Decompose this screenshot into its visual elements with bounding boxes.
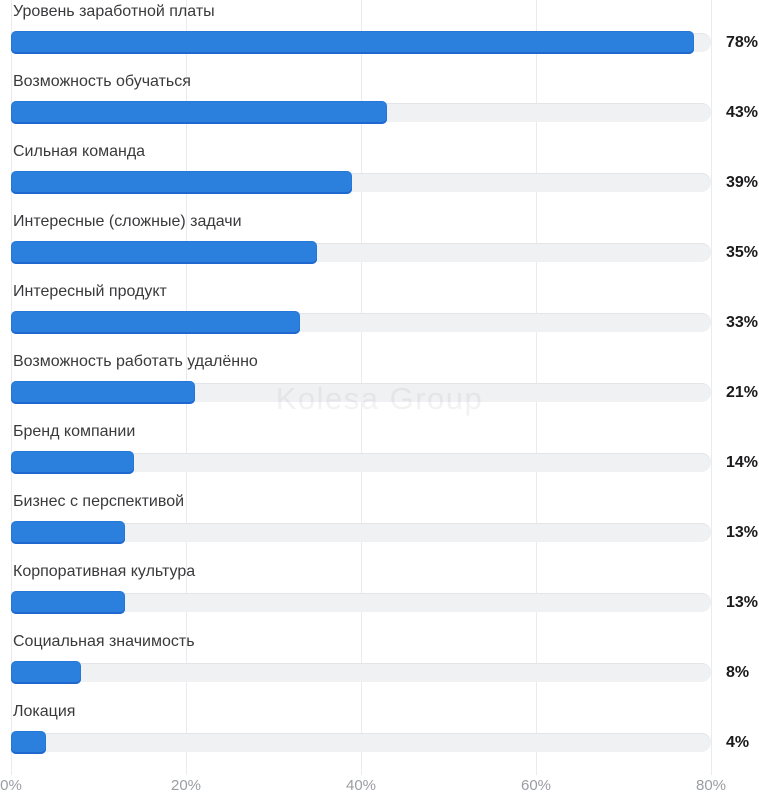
bar bbox=[11, 381, 195, 404]
bar-value: 43% bbox=[726, 104, 759, 121]
bar-label: Бизнес с перспективой bbox=[13, 493, 185, 510]
bar-row: Возможность работать удалённо 21% bbox=[0, 350, 759, 420]
bar-row: Локация 4% bbox=[0, 700, 759, 770]
bar bbox=[11, 591, 125, 614]
bar-label: Возможность обучаться bbox=[13, 73, 191, 90]
bar-row: Социальная значимость 8% bbox=[0, 630, 759, 700]
bar-track bbox=[11, 101, 711, 124]
bar-label: Бренд компании bbox=[13, 423, 136, 440]
bar-value: 33% bbox=[726, 314, 759, 331]
bar-value: 78% bbox=[726, 34, 759, 51]
bar-value: 8% bbox=[726, 664, 750, 681]
bar bbox=[11, 31, 694, 54]
bar-value: 4% bbox=[726, 734, 750, 751]
bar-value: 35% bbox=[726, 244, 759, 261]
bar bbox=[11, 451, 134, 474]
bar-label: Интересные (сложные) задачи bbox=[13, 213, 242, 230]
bar-value: 13% bbox=[726, 594, 759, 611]
bar-value: 21% bbox=[726, 384, 759, 401]
bar-row: Возможность обучаться 43% bbox=[0, 70, 759, 140]
x-axis-tick-label: 40% bbox=[345, 777, 377, 794]
bar bbox=[11, 661, 81, 684]
bar bbox=[11, 101, 388, 124]
bar-label: Локация bbox=[13, 703, 76, 720]
bar-row: Сильная команда 39% bbox=[0, 140, 759, 210]
bar-row: Бизнес с перспективой 13% bbox=[0, 490, 759, 560]
x-axis-tick-label: 0% bbox=[0, 777, 22, 794]
bar-track bbox=[11, 171, 711, 194]
bar-track bbox=[11, 521, 711, 544]
bar-value: 14% bbox=[726, 454, 759, 471]
bar-track bbox=[11, 311, 711, 334]
bar-track bbox=[11, 31, 711, 54]
bar-row: Интересные (сложные) задачи 35% bbox=[0, 210, 759, 280]
bar-row: Уровень заработной платы 78% bbox=[0, 0, 759, 70]
bar bbox=[11, 521, 125, 544]
bar-value: 13% bbox=[726, 524, 759, 541]
x-axis-tick-label: 80% bbox=[695, 777, 727, 794]
bar-label: Интересный продукт bbox=[13, 283, 167, 300]
bar-row: Корпоративная культура 13% bbox=[0, 560, 759, 630]
bar-track bbox=[11, 241, 711, 264]
bar-track bbox=[11, 591, 711, 614]
x-axis-tick-label: 60% bbox=[520, 777, 552, 794]
bar-track bbox=[11, 731, 711, 754]
bar bbox=[11, 171, 353, 194]
bar-label: Социальная значимость bbox=[13, 633, 195, 650]
bar-track bbox=[11, 661, 711, 684]
bar bbox=[11, 731, 46, 754]
bar-track bbox=[11, 451, 711, 474]
bar-value: 39% bbox=[726, 174, 759, 191]
bar bbox=[11, 241, 318, 264]
bar-track bbox=[11, 381, 711, 404]
bar-label: Возможность работать удалённо bbox=[13, 353, 258, 370]
bar-label: Корпоративная культура bbox=[13, 563, 196, 580]
bar bbox=[11, 311, 300, 334]
bar-label: Сильная команда bbox=[13, 143, 146, 160]
bar-row: Интересный продукт 33% bbox=[0, 280, 759, 350]
gridline bbox=[711, 0, 712, 775]
x-axis-tick-label: 20% bbox=[170, 777, 202, 794]
bar-label: Уровень заработной платы bbox=[13, 3, 215, 20]
bar-row: Бренд компании 14% bbox=[0, 420, 759, 490]
